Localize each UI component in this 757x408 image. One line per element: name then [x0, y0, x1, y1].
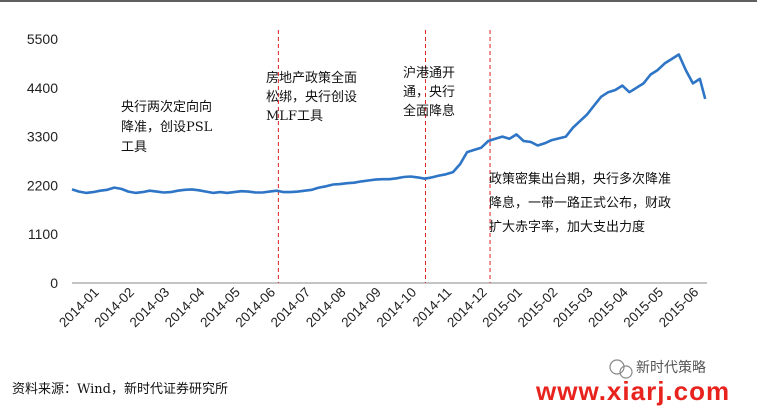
annotation-4: 政策密集出台期，央行多次降准降息，一带一路正式公布，财政扩大赤字率，加大支出力度 [489, 171, 671, 235]
watermark-url: www.xiarj.com [535, 376, 730, 406]
y-tick-label: 4400 [27, 80, 58, 96]
wechat-label: 新时代策略 [636, 359, 706, 376]
y-tick-label: 0 [50, 275, 58, 291]
source-note: 资料来源：Wind，新时代证券研究所 [12, 381, 228, 397]
x-tick-label: 2014-10 [374, 285, 420, 331]
series-line [71, 53, 707, 195]
annotation-2: 房地产政策全面松绑，央行创设 MLF工具 [266, 70, 357, 124]
y-tick-label: 1100 [28, 226, 58, 242]
y-tick-label: 5500 [27, 31, 58, 47]
x-tick-label: 2015-06 [656, 285, 702, 331]
event-divider-lines [277, 30, 491, 283]
y-axis: 0 1100 2200 3300 4400 5500 [27, 31, 58, 291]
x-axis: 2014-012014-022014-032014-042014-052014-… [56, 282, 707, 331]
watermark: 新时代策略 www.xiarj.com [535, 359, 730, 406]
y-tick-label: 2200 [27, 177, 58, 193]
annotation-3: 沪港通开通，央行全面降息 [403, 65, 455, 119]
annotation-1: 央行两次定向向降准，创设PSL 工具 [121, 99, 213, 155]
wechat-icon [609, 359, 633, 379]
y-tick-label: 3300 [27, 129, 58, 145]
